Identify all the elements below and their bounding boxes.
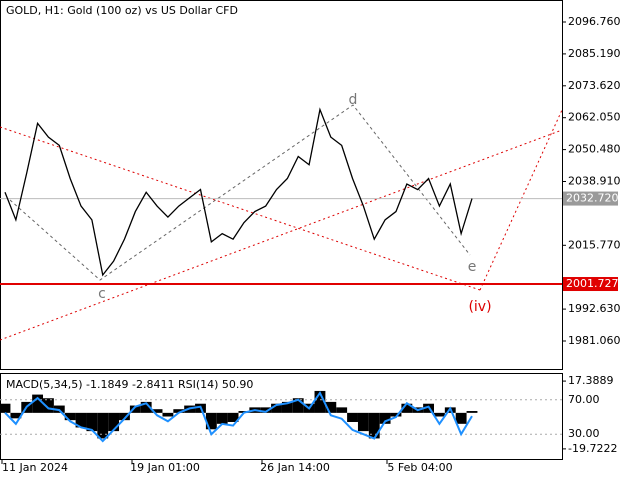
macd-bar [173,409,185,413]
macd-bar [205,412,217,430]
macd-bar [455,412,467,424]
last-price-label: 2032.720 [566,192,619,205]
macd-bar [357,412,369,432]
macd-bar [108,412,120,432]
macd-bar [10,412,22,419]
macd-bar [401,403,413,413]
rsi-line [4,390,473,443]
trendlines [0,104,563,341]
price-frame [0,0,563,370]
macd-bar [162,412,174,417]
y-tick-label: 2050.480 [568,143,621,156]
macd-bar [379,412,391,424]
level-tag [563,277,618,292]
indicator-frame [0,373,563,460]
macd-bar [433,412,445,417]
y-tick-label: 2085.190 [568,47,621,60]
macd-bar [140,401,152,413]
macd-bar [216,412,228,424]
wave-line [9,104,471,281]
y-tick-label: 1981.060 [568,334,621,347]
y-tick-label: 1992.630 [568,302,621,315]
y-tick-label: 2038.910 [568,174,621,187]
y-tick-label: 2073.620 [568,79,621,92]
macd-bar [368,412,380,439]
y-tick-label: 2062.050 [568,111,621,124]
y-tick-label: 2096.760 [568,15,621,28]
macd-bar [32,394,44,413]
macd-bar [129,405,141,413]
macd-bar [64,412,76,421]
wave-label: d [349,92,358,108]
macd-bar [227,412,239,422]
macd-bar [271,403,282,413]
x-tick-label: 26 Jan 14:00 [260,461,330,474]
macd-bar [314,390,326,413]
x-tick-label: 5 Feb 04:00 [387,461,452,474]
macd-bar [260,407,272,413]
macd-bar [390,412,402,417]
macd-bar [336,407,348,413]
y-tick-label: -19.7222 [568,442,617,455]
wave-label: c [98,286,106,302]
trend-line [479,109,563,291]
macd-bar [151,409,163,413]
chart-title: GOLD, H1: Gold (100 oz) vs US Dollar CFD [6,4,238,17]
level-label: 2001.727 [566,277,619,290]
macd-bar [119,412,130,421]
macd-bar [0,403,11,413]
last-price-tag [563,191,618,206]
wave-label: e [468,259,477,275]
macd-bar [75,412,87,428]
macd-bar [292,398,304,413]
macd-bar [86,412,98,432]
macd-bar [325,401,337,413]
y-tick-label: 17.3889 [568,374,614,387]
macd-bar [466,411,478,413]
price-line [4,107,473,277]
y-tick-label: 70.00 [568,393,600,406]
x-tick-label: 19 Jan 01:00 [130,461,200,474]
macd-bar [43,398,54,413]
macd-bar [97,412,109,439]
macd-bar [281,401,293,413]
trend-line [0,126,481,291]
x-tick-label: 11 Jan 2024 [2,461,68,474]
y-tick-label: 2015.770 [568,238,621,251]
y-tick-label: 30.00 [568,427,600,440]
wave-label: (iv) [468,299,491,315]
indicator-title: MACD(5,34,5) -1.1849 -2.8411 RSI(14) 50.… [6,378,253,391]
macd-bar [347,412,358,422]
